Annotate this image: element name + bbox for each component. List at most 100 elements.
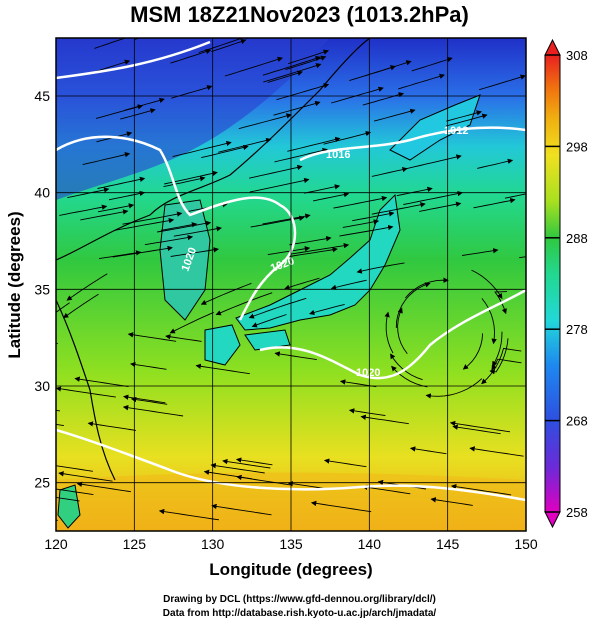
y-axis-label: Latitude (degrees) [5,211,24,358]
streamline [238,113,292,130]
streamline [56,465,93,472]
streamline [56,342,58,344]
y-axis-tick-labels: 25 30 35 40 45 [34,88,50,491]
streamline [333,195,388,209]
streamline [76,481,131,493]
streamline [309,303,345,316]
streamline [157,220,212,233]
kyushu-landmass [204,324,241,366]
streamline [163,176,206,188]
streamline [158,508,220,521]
streamline [160,222,198,231]
streamline [330,279,367,290]
cold-region [56,38,330,200]
x-tick-label: 125 [123,536,147,552]
streamline [56,486,94,496]
streamline [122,404,184,417]
streamline [477,158,514,169]
streamline [288,49,329,65]
streamline [249,177,310,193]
isobar-line [259,288,526,380]
streamline [397,307,408,354]
isobar-line [56,135,297,321]
streamline [461,248,499,256]
china-coastline [56,299,116,481]
y-tick-label: 25 [34,475,50,491]
colorbar-tick-label: 278 [566,322,588,337]
streamline [74,376,129,388]
streamline [172,140,232,158]
taiwan-landmass [57,484,81,529]
streamline [267,246,311,256]
isobar-contours [56,40,526,502]
streamline [446,110,482,122]
streamline [402,154,462,170]
streamline [173,226,222,237]
streamline [67,187,110,199]
streamline [123,97,165,111]
streamline [170,48,212,64]
streamline [82,152,131,166]
streamline [384,311,394,354]
isobar-line [299,126,526,162]
streamline [195,363,250,375]
streamline [362,484,411,495]
streamline [248,297,307,319]
streamline [391,365,428,388]
plot-frame [55,37,527,532]
streamline [450,484,512,496]
streamline [123,394,166,404]
streamline [289,235,332,246]
isobar-label: 1020 [356,367,380,379]
streamline [310,500,372,513]
isobar-label: 1012 [444,125,468,137]
streamline [330,86,384,104]
streamline [373,108,416,122]
streamline [249,164,303,179]
streamline [287,481,325,489]
colorbar: 258 268 278 288 298 308 [544,38,588,529]
streamline [122,211,183,225]
streamline [130,361,167,370]
streamline [251,314,287,328]
x-tick-label: 140 [358,536,382,552]
streamline [371,202,426,215]
streamline [165,334,202,342]
streamline [66,273,108,301]
streamline [59,204,108,216]
colorbar-gradient [544,54,561,513]
streamline [224,56,283,77]
streamline [469,446,524,457]
streamline [201,144,249,159]
streamline [215,292,273,316]
y-tick-label: 30 [34,378,50,394]
x-axis-tick-labels: 120 125 130 135 140 145 150 [44,536,538,552]
streamline [97,176,146,189]
x-tick-label: 120 [44,536,68,552]
colorbar-tick-label: 258 [566,505,588,520]
streamline [108,190,146,201]
streamline [342,219,380,228]
streamline [263,63,322,83]
colorbar-tick-label: 308 [566,48,588,63]
streamline [274,147,328,163]
isobar-line [56,428,526,502]
streamline [56,519,58,521]
streamline [349,65,396,82]
y-tick-label: 35 [34,281,50,297]
streamline [430,497,473,506]
streamline [323,130,372,145]
streamline [267,70,303,83]
hokkaido-landmass [389,94,481,161]
streamline [425,378,483,399]
streamline [127,332,177,342]
y-tick-label: 45 [34,88,50,104]
y-tick-label: 40 [34,185,50,201]
streamline [97,203,135,213]
streamline [134,38,141,40]
streamline [371,166,408,177]
streamline [87,421,136,431]
streamline [273,100,321,116]
shikoku-landmass [244,329,291,351]
streamline [94,59,131,73]
